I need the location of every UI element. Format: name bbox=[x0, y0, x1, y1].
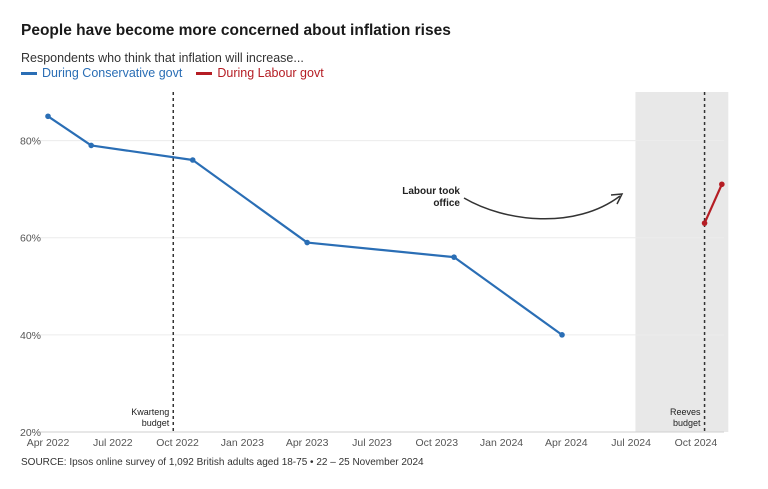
x-tick-label: Jul 2022 bbox=[93, 437, 133, 449]
event-label: Kwarteng bbox=[131, 407, 169, 417]
event-label: Reeves bbox=[670, 407, 701, 417]
y-tick-label: 60% bbox=[20, 233, 41, 245]
source-note: SOURCE: Ipsos online survey of 1,092 Bri… bbox=[21, 457, 424, 468]
data-point bbox=[45, 113, 51, 120]
legend: During Conservative govt During Labour g… bbox=[21, 66, 338, 80]
x-tick-label: Oct 2023 bbox=[415, 437, 458, 449]
legend-label-conservative: During Conservative govt bbox=[42, 66, 183, 80]
event-label: budget bbox=[673, 418, 701, 428]
chart-subtitle: Respondents who think that inflation wil… bbox=[21, 51, 304, 65]
data-point bbox=[559, 332, 565, 338]
data-point bbox=[701, 220, 708, 226]
data-point bbox=[189, 157, 196, 163]
x-tick-label: Jan 2023 bbox=[221, 437, 264, 449]
annotation-arrow bbox=[463, 195, 621, 220]
series-line-conservative bbox=[47, 115, 563, 336]
legend-label-labour: During Labour govt bbox=[217, 66, 324, 80]
x-tick-label: Apr 2024 bbox=[545, 437, 588, 449]
labour-govt-shading bbox=[635, 92, 729, 432]
data-point bbox=[304, 239, 310, 246]
data-point bbox=[451, 254, 457, 260]
y-tick-label: 80% bbox=[20, 136, 41, 148]
data-point bbox=[88, 142, 94, 149]
event-label: budget bbox=[142, 418, 170, 428]
chart-title: People have become more concerned about … bbox=[21, 22, 451, 39]
x-tick-label: Apr 2023 bbox=[286, 437, 329, 449]
x-tick-label: Oct 2024 bbox=[675, 437, 718, 449]
legend-swatch-labour bbox=[196, 71, 213, 75]
data-point bbox=[719, 181, 725, 188]
x-tick-label: Oct 2022 bbox=[156, 437, 199, 449]
x-tick-label: Jul 2023 bbox=[352, 437, 392, 449]
y-tick-label: 20% bbox=[20, 427, 41, 439]
annotation-label: office bbox=[433, 198, 460, 209]
annotation-label: Labour took bbox=[402, 186, 460, 197]
x-tick-label: Apr 2022 bbox=[27, 437, 70, 449]
annotation-arrowhead bbox=[610, 193, 624, 205]
y-tick-label: 40% bbox=[20, 330, 41, 342]
x-tick-label: Jul 2024 bbox=[611, 437, 651, 449]
x-tick-label: Jan 2024 bbox=[480, 437, 523, 449]
legend-swatch-conservative bbox=[21, 71, 37, 75]
series-line-labour bbox=[703, 183, 723, 224]
